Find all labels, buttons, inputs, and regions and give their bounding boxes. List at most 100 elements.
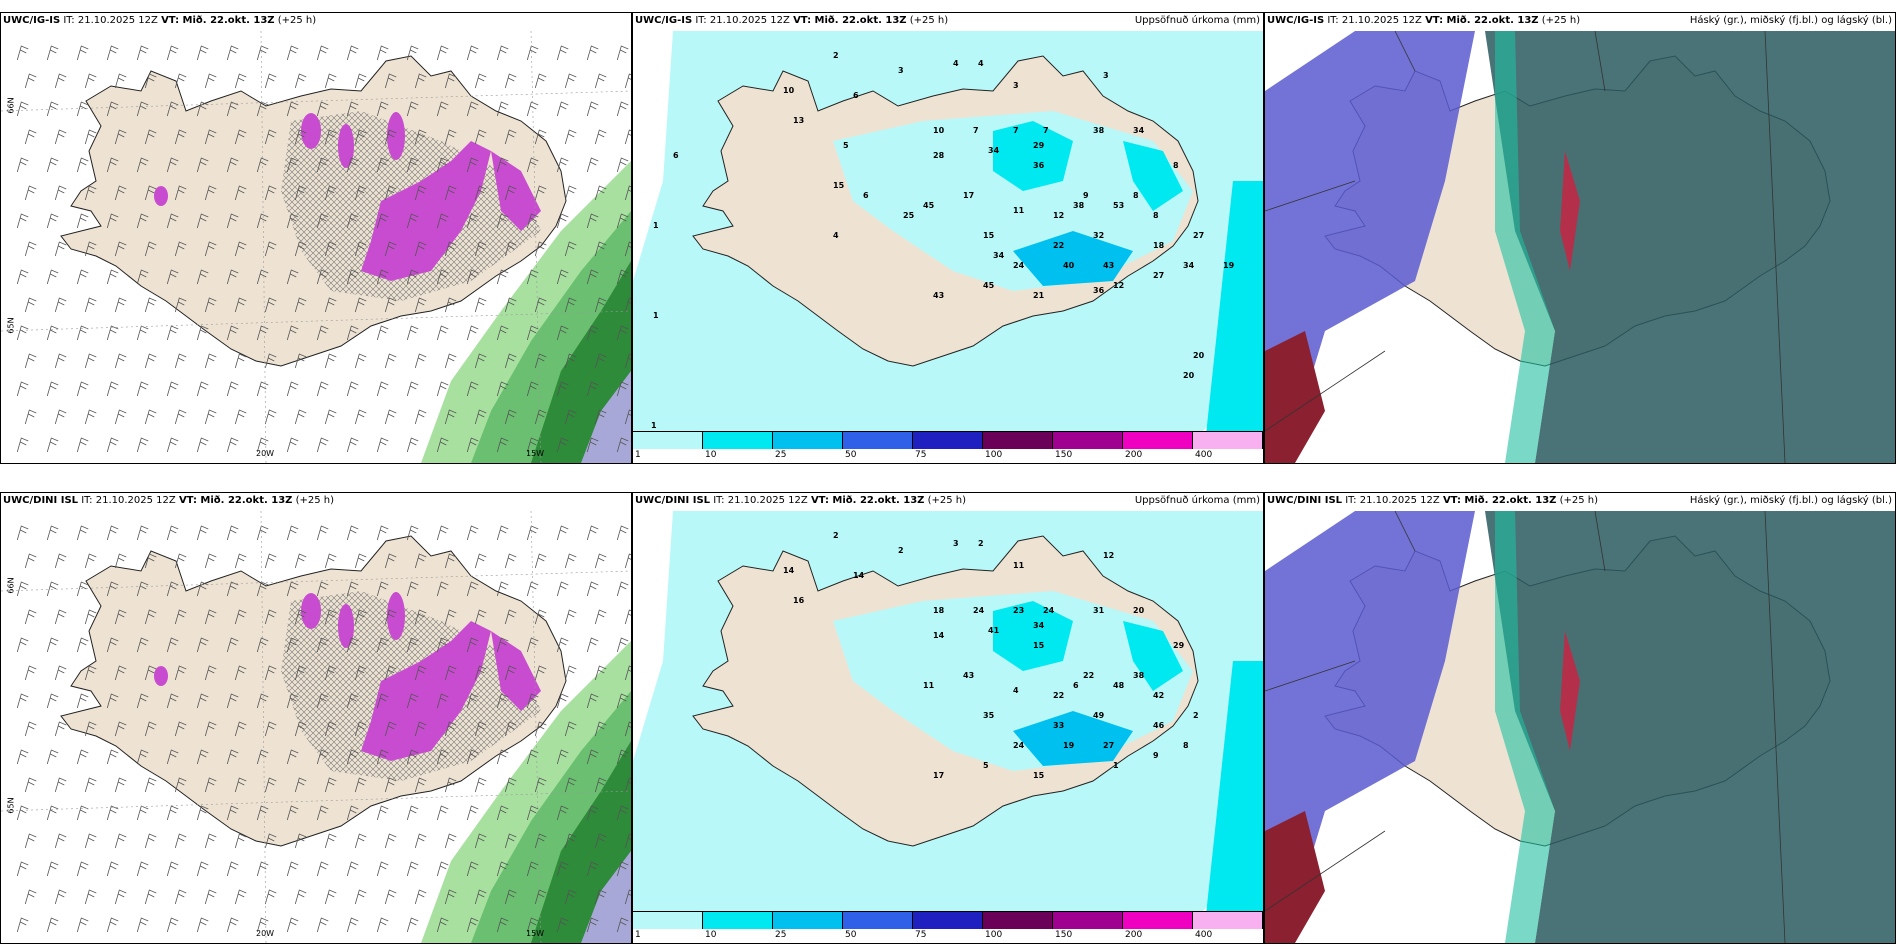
legend-label: 150 [1055, 450, 1073, 460]
accum-value: 5 [843, 141, 849, 150]
lat-label: 65N [6, 317, 16, 334]
legend-swatch [983, 911, 1053, 929]
legend-swatch [843, 911, 913, 929]
accum-value: 9 [1083, 191, 1089, 200]
accum-value: 34 [1183, 261, 1195, 270]
legend-swatch [1193, 431, 1263, 449]
legend-label: 150 [1055, 930, 1073, 940]
accum-value: 2 [833, 51, 839, 60]
accum-value: 10 [933, 126, 945, 135]
panel-title: UWC/IG-IS IT: 21.10.2025 12Z VT: Mið. 22… [3, 15, 317, 26]
legend-label: 10 [705, 930, 717, 940]
accum-value: 3 [898, 66, 904, 75]
panel-variable-label: Háský (gr.), miðský (fj.bl.) og lágský (… [1689, 495, 1892, 506]
legend-swatch [1053, 431, 1123, 449]
legend-swatch [703, 431, 773, 449]
wind-barbs [16, 45, 631, 453]
legend-label: 1 [635, 450, 641, 460]
accum-value: 21 [1033, 291, 1045, 300]
accum-value: 1 [1113, 761, 1119, 770]
accum-value: 5 [983, 761, 989, 770]
accum-value: 36 [1033, 161, 1045, 170]
low-cloud [1265, 31, 1475, 463]
accum-value: 32 [1093, 231, 1105, 240]
accum-value: 4 [978, 59, 984, 68]
legend-label: 25 [775, 450, 787, 460]
accum-value: 33 [1053, 721, 1065, 730]
panel-title: UWC/DINI ISL IT: 21.10.2025 12Z VT: Mið.… [635, 495, 967, 506]
accum-value: 15 [983, 231, 995, 240]
accum-value: 7 [973, 126, 979, 135]
accum-value: 31 [1093, 606, 1105, 615]
accum-value: 34 [1133, 126, 1145, 135]
accum-value: 1 [653, 221, 659, 230]
accum-value: 38 [1133, 671, 1145, 680]
legend-swatch [633, 431, 703, 449]
precip-magenta [154, 592, 541, 761]
accum-value: 10 [783, 86, 795, 95]
accum-value: 28 [933, 151, 945, 160]
legend-swatch [703, 911, 773, 929]
map-area: 20W 15W 66N 65N [1, 31, 631, 463]
accum-value: 8 [1173, 161, 1179, 170]
legend-label: 75 [915, 930, 927, 940]
map-area [1265, 511, 1895, 943]
legend-label: 200 [1125, 930, 1143, 940]
lon-label: 15W [526, 929, 545, 938]
map-panel-ig-precip-type: UWC/IG-IS IT: 21.10.2025 12Z VT: Mið. 22… [0, 12, 632, 464]
legend-swatch [913, 911, 983, 929]
accum-value: 4 [953, 59, 959, 68]
lat-label: 66N [6, 97, 16, 114]
panel-variable-label: Uppsöfnuð úrkoma (mm) [1134, 495, 1260, 506]
map-area: 2 2 3 2 11 12 14 14 16 18 24 23 24 41 34 31 20 14 15 22 29 38… [633, 511, 1263, 943]
accum-value: 24 [1013, 261, 1025, 270]
accum-value: 20 [1193, 351, 1205, 360]
accum-value: 43 [933, 291, 945, 300]
precip-magenta [154, 112, 541, 281]
legend-label: 400 [1195, 930, 1213, 940]
accum-value: 3 [953, 539, 959, 548]
low-cloud [1265, 511, 1475, 943]
accum-value: 18 [1153, 241, 1165, 250]
accum-value: 6 [863, 191, 869, 200]
accum-value: 16 [793, 596, 805, 605]
map-panel-dini-accum-precip: UWC/DINI ISL IT: 21.10.2025 12Z VT: Mið.… [632, 492, 1264, 944]
accum-value: 8 [1133, 191, 1139, 200]
accum-value: 38 [1073, 201, 1085, 210]
legend-label: 100 [985, 930, 1003, 940]
accum-value: 11 [923, 681, 935, 690]
legend-swatch [1123, 911, 1193, 929]
accum-value: 12 [1103, 551, 1115, 560]
lon-label: 20W [256, 449, 275, 458]
accum-value: 3 [1013, 81, 1019, 90]
accum-value: 14 [783, 566, 795, 575]
panel-variable-label: Uppsöfnuð úrkoma (mm) [1134, 15, 1260, 26]
map-panel-ig-accum-precip: UWC/IG-IS IT: 21.10.2025 12Z VT: Mið. 22… [632, 12, 1264, 464]
legend-label: 25 [775, 930, 787, 940]
panel-title: UWC/DINI ISL IT: 21.10.2025 12Z VT: Mið.… [3, 495, 335, 506]
accum-value: 40 [1063, 261, 1075, 270]
accum-value: 14 [853, 571, 865, 580]
lat-label: 66N [6, 577, 16, 594]
accum-value: 11 [1013, 206, 1025, 215]
accum-value: 27 [1153, 271, 1165, 280]
accum-value: 36 [1093, 286, 1105, 295]
accum-value: 45 [923, 201, 935, 210]
accum-value: 9 [1153, 751, 1159, 760]
panel-title: UWC/IG-IS IT: 21.10.2025 12Z VT: Mið. 22… [1267, 15, 1581, 26]
accum-value: 18 [933, 606, 945, 615]
accum-value: 1 [651, 421, 657, 430]
accum-value: 12 [1053, 211, 1065, 220]
accum-value: 2 [978, 539, 984, 548]
accum-value: 34 [993, 251, 1005, 260]
legend-label: 75 [915, 450, 927, 460]
accum-value: 43 [963, 671, 975, 680]
accum-value: 19 [1223, 261, 1235, 270]
mid-cloud [1485, 511, 1895, 943]
legend-swatch [633, 911, 703, 929]
accum-value: 7 [1013, 126, 1019, 135]
map-panel-ig-cloud: UWC/IG-IS IT: 21.10.2025 12Z VT: Mið. 22… [1264, 12, 1896, 464]
accum-value: 1 [653, 311, 659, 320]
map-area [1265, 31, 1895, 463]
accum-value: 34 [1033, 621, 1045, 630]
